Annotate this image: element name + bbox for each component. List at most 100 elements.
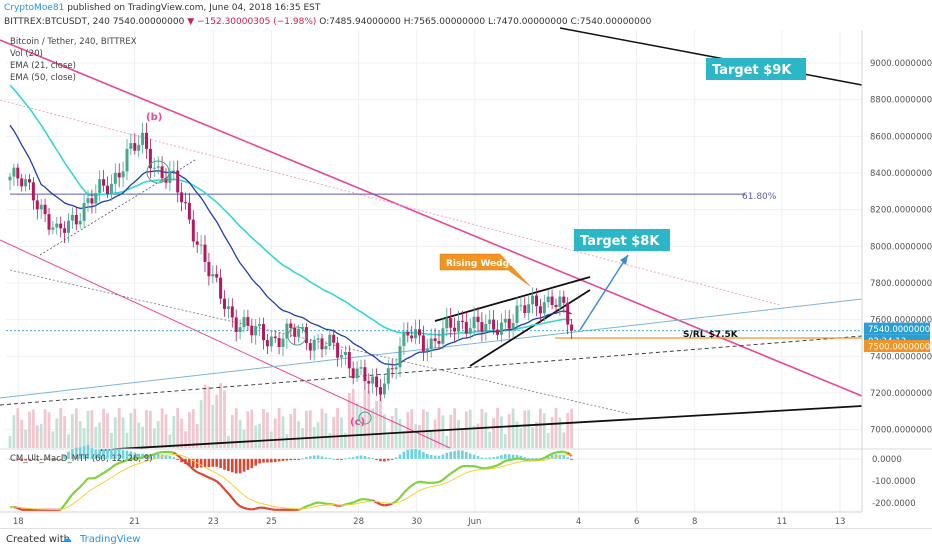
candle-body: [356, 369, 359, 378]
volume-bar: [48, 412, 51, 448]
volume-bar: [208, 387, 211, 448]
macd-tick-label: 0.0000: [872, 455, 902, 465]
volume-bar: [258, 424, 261, 448]
candle-body: [340, 355, 343, 358]
candle-body: [83, 203, 86, 221]
candle-body: [371, 376, 374, 383]
candle-body: [188, 203, 191, 220]
volume-bar: [418, 425, 421, 448]
candle-body: [24, 179, 27, 186]
macd-histogram-bar: [461, 450, 464, 458]
candle-body: [94, 193, 97, 203]
macd-histogram-bar: [481, 458, 484, 459]
macd-line: [494, 465, 498, 466]
macd-line: [209, 478, 213, 480]
candle-body: [246, 317, 249, 326]
candle-body: [348, 352, 351, 368]
candle-body: [551, 297, 554, 305]
volume-bar: [223, 390, 226, 448]
volume-bar: [274, 418, 277, 448]
volume-bar: [422, 409, 425, 448]
candle-body: [71, 215, 74, 221]
volume-bar: [305, 411, 308, 448]
macd-line: [474, 466, 478, 467]
macd-histogram-bar: [364, 456, 367, 459]
macd-histogram-bar: [301, 458, 304, 459]
macd-line: [486, 468, 490, 469]
candle-body: [496, 330, 499, 335]
candle-body: [196, 241, 199, 244]
volume-bar: [83, 428, 86, 448]
macd-histogram-bar: [173, 457, 176, 459]
target9k-label: Target $9K: [712, 63, 792, 78]
macd-histogram-bar: [223, 459, 226, 470]
candle-body: [87, 198, 90, 203]
candle-body: [492, 320, 495, 330]
candle-body: [172, 171, 175, 172]
volume-bar: [504, 434, 507, 448]
candle-body: [410, 335, 413, 338]
candle-body: [133, 143, 136, 151]
macd-tick-label: -200.0000: [872, 499, 916, 509]
candle-body: [55, 224, 58, 228]
macd-histogram-bar: [336, 459, 339, 460]
macd-line: [314, 503, 318, 504]
volume-bar: [512, 408, 515, 448]
volume-bar: [157, 421, 160, 448]
candle-body: [98, 179, 101, 193]
candle-body: [449, 318, 452, 328]
macd-histogram-bar: [496, 456, 499, 458]
x-tick-label: 18: [13, 517, 24, 527]
macd-line: [240, 506, 244, 508]
macd-histogram-bar: [430, 455, 433, 459]
volume-bar: [492, 418, 495, 448]
last-price: 7540.00000000: [113, 17, 185, 27]
volume-bar: [336, 408, 339, 448]
candle-body: [28, 179, 31, 182]
macd-histogram-bar: [262, 459, 265, 463]
macd-line: [158, 452, 162, 453]
volume-bar: [114, 417, 117, 448]
candle-body: [289, 324, 292, 328]
volume-bar: [559, 418, 562, 448]
footer-bar: Created with ☁ TradingView: [0, 528, 932, 551]
macd-histogram-bar: [219, 459, 222, 468]
candle-body: [516, 306, 519, 323]
candle-body: [387, 368, 390, 383]
volume-bar: [531, 427, 534, 448]
macd-histogram-bar: [204, 459, 207, 467]
candle-body: [434, 338, 437, 341]
x-tick-label: 4: [576, 517, 581, 527]
candle-body: [399, 346, 402, 367]
volume-bar: [133, 409, 136, 448]
macd-histogram-bar: [473, 455, 476, 459]
candle-body: [223, 299, 226, 309]
volume-bar: [192, 409, 195, 448]
volume-bar: [383, 414, 386, 448]
volume-bar: [500, 416, 503, 448]
macd-line: [416, 482, 420, 483]
macd-histogram-bar: [258, 459, 261, 464]
candle-body: [293, 328, 296, 337]
candle-body: [363, 367, 366, 381]
candle-body: [9, 177, 12, 181]
publish-line: CryptoMoe81 published on TradingView.com…: [4, 3, 320, 13]
macd-histogram-bar: [391, 459, 394, 460]
volume-bar: [188, 412, 191, 448]
volume-bar: [118, 408, 121, 448]
volume-bar: [426, 412, 429, 448]
author-link[interactable]: CryptoMoe81: [4, 3, 64, 13]
candle-body: [543, 302, 546, 313]
volume-bar: [562, 432, 565, 448]
volume-bar: [32, 410, 35, 448]
volume-bar: [122, 417, 125, 448]
candle-body: [282, 339, 285, 347]
tradingview-logo[interactable]: TradingView: [80, 534, 140, 545]
volume-bar: [176, 408, 179, 448]
volume-bar: [13, 415, 16, 448]
macd-histogram-bar: [500, 455, 503, 459]
macd-histogram-bar: [247, 459, 250, 470]
macd-line: [306, 505, 310, 506]
volume-bar: [520, 428, 523, 448]
